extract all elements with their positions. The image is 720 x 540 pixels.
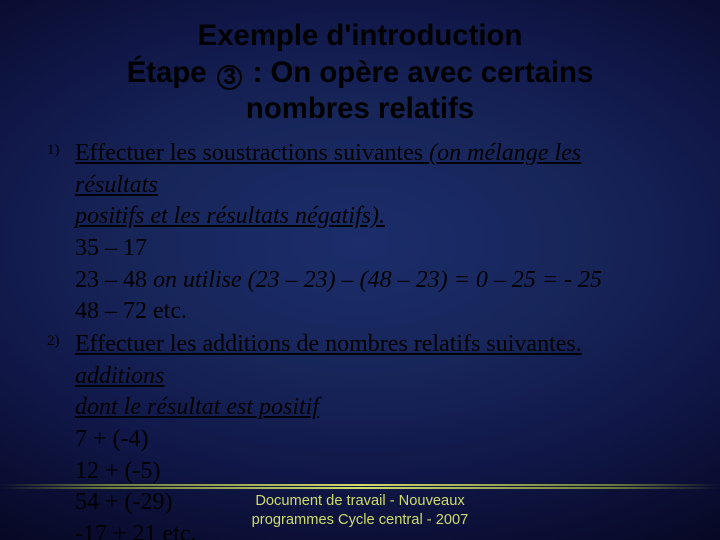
calc-line: 35 – 17 xyxy=(75,233,665,265)
calc-line: 12 + (-5) xyxy=(75,456,665,488)
lead-plain: Effectuer les additions de nombres relat… xyxy=(75,331,582,357)
slide-title: Exemple d'introduction Étape 3 : On opèr… xyxy=(0,0,720,128)
item-lead: Effectuer les additions de nombres relat… xyxy=(75,329,665,392)
footer: Document de travail - Nouveaux programme… xyxy=(0,492,720,530)
lead-plain: Effectuer les soustractions suivantes xyxy=(75,140,429,166)
lead-italic-b: dont le résultat est positif xyxy=(75,392,665,424)
step-number-icon: 3 xyxy=(217,65,243,91)
title-line-2-post: : On opère avec certains xyxy=(244,56,593,89)
lead-italic-b: positifs et les résultats négatifs). xyxy=(75,201,665,233)
lead-italic-a: additions xyxy=(75,363,164,389)
title-line-2-pre: Étape xyxy=(127,56,215,89)
list-item: Effectuer les soustractions suivantes (o… xyxy=(75,138,665,328)
calc-line: 48 – 72 etc. xyxy=(75,296,665,328)
calc-prefix: 23 – 48 xyxy=(75,267,153,293)
content-area: Effectuer les soustractions suivantes (o… xyxy=(0,128,720,540)
calc-line: 23 – 48 on utilise (23 – 23) – (48 – 23)… xyxy=(75,265,665,297)
title-line-1: Exemple d'introduction xyxy=(0,18,720,55)
ordered-list: Effectuer les soustractions suivantes (o… xyxy=(45,138,665,540)
divider-line xyxy=(0,484,720,488)
calc-line: 7 + (-4) xyxy=(75,424,665,456)
slide-root: Exemple d'introduction Étape 3 : On opèr… xyxy=(0,0,720,540)
title-line-3: nombres relatifs xyxy=(0,91,720,128)
item-lead: Effectuer les soustractions suivantes (o… xyxy=(75,138,665,201)
footer-line-2: programmes Cycle central - 2007 xyxy=(252,512,469,528)
footer-line-1: Document de travail - Nouveaux xyxy=(255,493,464,509)
title-line-2: Étape 3 : On opère avec certains xyxy=(0,55,720,92)
calc-italic: on utilise (23 – 23) – (48 – 23) = 0 – 2… xyxy=(153,267,602,293)
